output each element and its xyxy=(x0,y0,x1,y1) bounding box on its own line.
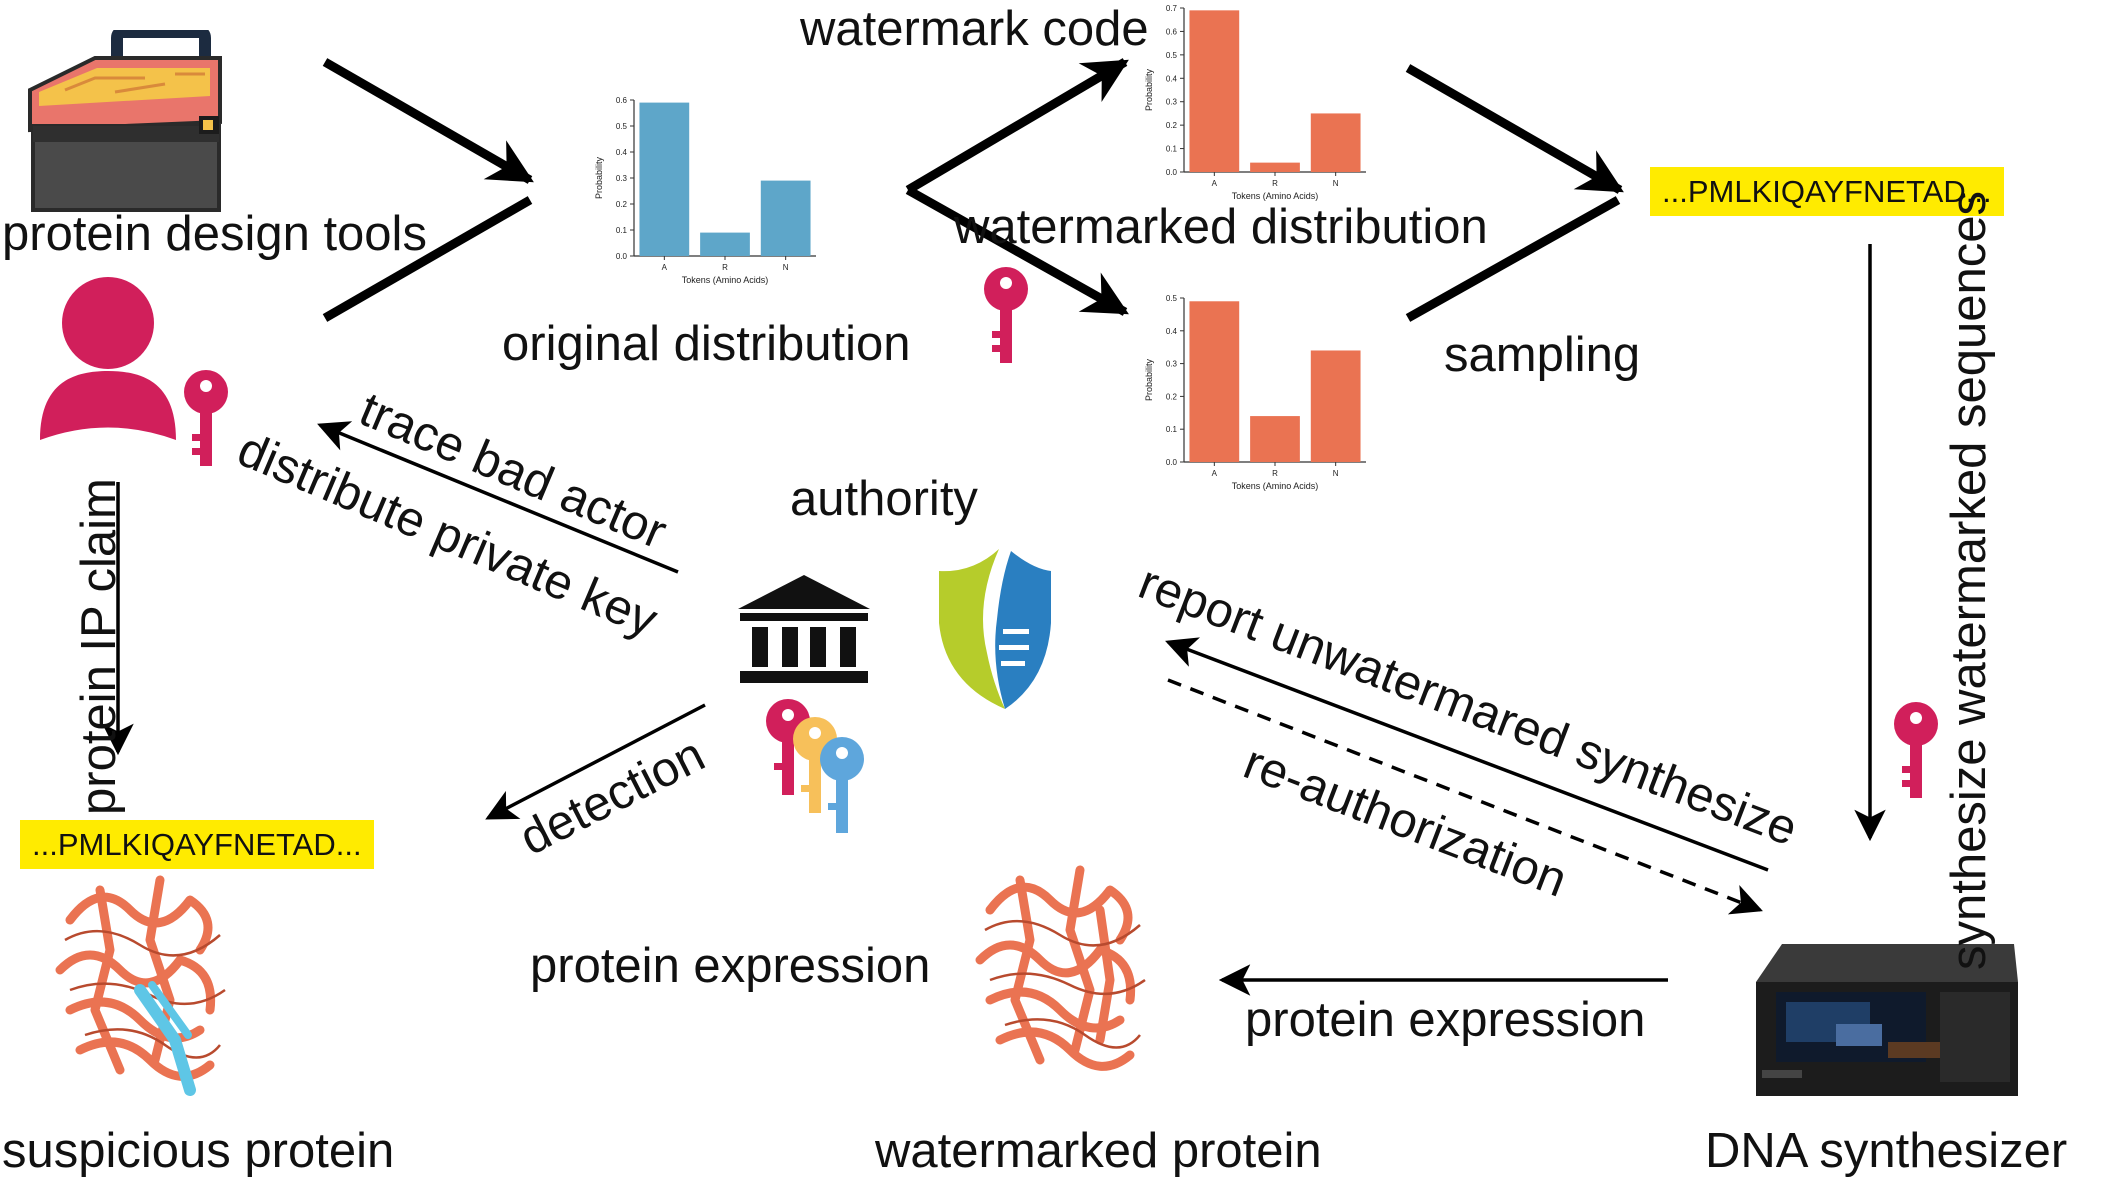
synthesize-watermarked-sequences-label: synthesize watermarked sequences xyxy=(1942,191,1996,970)
watermarked-protein-label: watermarked protein xyxy=(875,1124,1322,1178)
x-axis-label: Tokens (Amino Acids) xyxy=(1232,191,1319,201)
y-tick-label: 0.5 xyxy=(1166,294,1178,303)
y-tick-label: 0.3 xyxy=(1166,98,1178,107)
x-axis-label: Tokens (Amino Acids) xyxy=(1232,481,1319,491)
y-axis-label: Probability xyxy=(1144,68,1154,111)
protein-ip-claim-label: protein IP claim xyxy=(72,478,126,815)
x-tick-label: A xyxy=(1212,469,1218,478)
key-cluster-icon xyxy=(766,699,864,833)
bar-A xyxy=(639,102,690,256)
bar-N xyxy=(1310,350,1361,462)
y-axis-label: Probability xyxy=(1144,358,1154,401)
y-tick-label: 0.7 xyxy=(1166,4,1178,13)
watermarked-protein-image xyxy=(975,865,1146,1071)
x-axis-label: Tokens (Amino Acids) xyxy=(682,275,769,285)
watermarked-distribution-chart-svg: 0.0 0.1 0.2 0.3 0.4 0.5 A R N Tokens (Amino Acids… xyxy=(1144,294,1366,491)
watermark-code-chart-svg: 0.0 0.1 0.2 0.3 0.4 0.5 0.6 0.7 A R N Tokens (Amino… xyxy=(1144,4,1366,201)
arrow-original-to-watermark-code xyxy=(905,58,1129,194)
bar-R xyxy=(1250,416,1300,462)
original-distribution-label: original distribution xyxy=(502,317,911,371)
bar-N xyxy=(760,180,811,256)
arrow-tools-to-distribution-upper xyxy=(322,58,534,184)
watermark-code-chart: 0.0 0.1 0.2 0.3 0.4 0.5 0.6 0.7 A R N Tokens (Amino… xyxy=(1140,0,1380,208)
y-tick-label: 0.3 xyxy=(616,174,628,183)
bar-A xyxy=(1189,301,1240,462)
dna-synthesizer-image xyxy=(1756,944,2018,1096)
x-tick-label: N xyxy=(783,263,789,272)
suspicious-sequence: ...PMLKIQAYFNETAD... xyxy=(20,820,374,869)
y-tick-label: 0.3 xyxy=(1166,360,1178,369)
y-tick-label: 0.1 xyxy=(616,226,628,235)
watermarked-distribution-chart: 0.0 0.1 0.2 0.3 0.4 0.5 A R N Tokens (Amino Acids… xyxy=(1140,290,1380,498)
sampling-label: sampling xyxy=(1444,328,1641,382)
y-tick-label: 0.0 xyxy=(1166,458,1178,467)
protein-expression-label-left: protein expression xyxy=(530,939,931,993)
dna-synthesizer-label: DNA synthesizer xyxy=(1705,1124,2068,1178)
y-tick-label: 0.4 xyxy=(1166,74,1178,83)
bar-R xyxy=(700,232,750,256)
y-tick-label: 0.6 xyxy=(1166,27,1178,36)
x-tick-label: R xyxy=(1272,179,1278,188)
arrow-lower-distribution-to-sequence xyxy=(1405,196,1621,322)
y-tick-label: 0.5 xyxy=(1166,51,1178,60)
watermark-code-label: watermark code xyxy=(800,2,1149,56)
key-icon xyxy=(184,370,228,466)
x-tick-label: A xyxy=(1212,179,1218,188)
y-tick-label: 0.2 xyxy=(616,200,628,209)
suspicious-protein-image xyxy=(55,875,226,1096)
y-tick-label: 0.5 xyxy=(616,122,628,131)
protein-expression-label-right: protein expression xyxy=(1245,993,1646,1047)
y-tick-label: 0.4 xyxy=(1166,327,1178,336)
arrow-trace-bad-actor xyxy=(317,421,679,574)
y-tick-label: 0.1 xyxy=(1166,145,1178,154)
protein-design-tools-label: protein design tools xyxy=(2,207,427,261)
arrow-re-authorization xyxy=(1167,678,1763,915)
original-distribution-chart-svg: 0.0 0.1 0.2 0.3 0.4 0.5 0.6 A R N Tokens (Amino Ac… xyxy=(594,96,816,285)
y-tick-label: 0.2 xyxy=(1166,392,1178,401)
key-icon xyxy=(1894,702,1938,798)
y-tick-label: 0.0 xyxy=(1166,168,1178,177)
x-tick-label: N xyxy=(1333,469,1339,478)
authority-label: authority xyxy=(790,472,978,526)
y-tick-label: 0.4 xyxy=(616,148,628,157)
arrow-tools-to-distribution-lower xyxy=(322,196,533,322)
key-icon xyxy=(984,267,1028,363)
y-tick-label: 0.2 xyxy=(1166,121,1178,130)
user-icon xyxy=(40,277,176,440)
toolbox-icon xyxy=(28,30,222,212)
bar-R xyxy=(1250,162,1300,172)
x-tick-label: N xyxy=(1333,179,1339,188)
institution-icon xyxy=(738,575,870,683)
bar-N xyxy=(1310,113,1361,172)
y-axis-label: Probability xyxy=(594,156,604,199)
arrow-original-to-watermarked-distribution xyxy=(905,186,1129,316)
y-tick-label: 0.1 xyxy=(1166,425,1178,434)
arrow-report-unwatermarked xyxy=(1165,637,1769,872)
y-tick-label: 0.0 xyxy=(616,252,628,261)
x-tick-label: R xyxy=(722,263,728,272)
arrow-detection xyxy=(485,703,706,820)
x-tick-label: A xyxy=(662,263,668,272)
watermarked-distribution-label: watermarked distribution xyxy=(954,200,1488,254)
y-tick-label: 0.6 xyxy=(616,96,628,105)
bar-A xyxy=(1189,10,1240,172)
original-distribution-chart: 0.0 0.1 0.2 0.3 0.4 0.5 0.6 A R N Tokens (Amino Ac… xyxy=(590,92,830,292)
x-tick-label: R xyxy=(1272,469,1278,478)
suspicious-protein-label: suspicious protein xyxy=(2,1124,395,1178)
watermarked-sequence: ...PMLKIQAYFNETAD... xyxy=(1650,167,2004,216)
arrow-upper-distribution-to-sequence xyxy=(1405,64,1624,194)
shield-logo xyxy=(939,549,1051,709)
